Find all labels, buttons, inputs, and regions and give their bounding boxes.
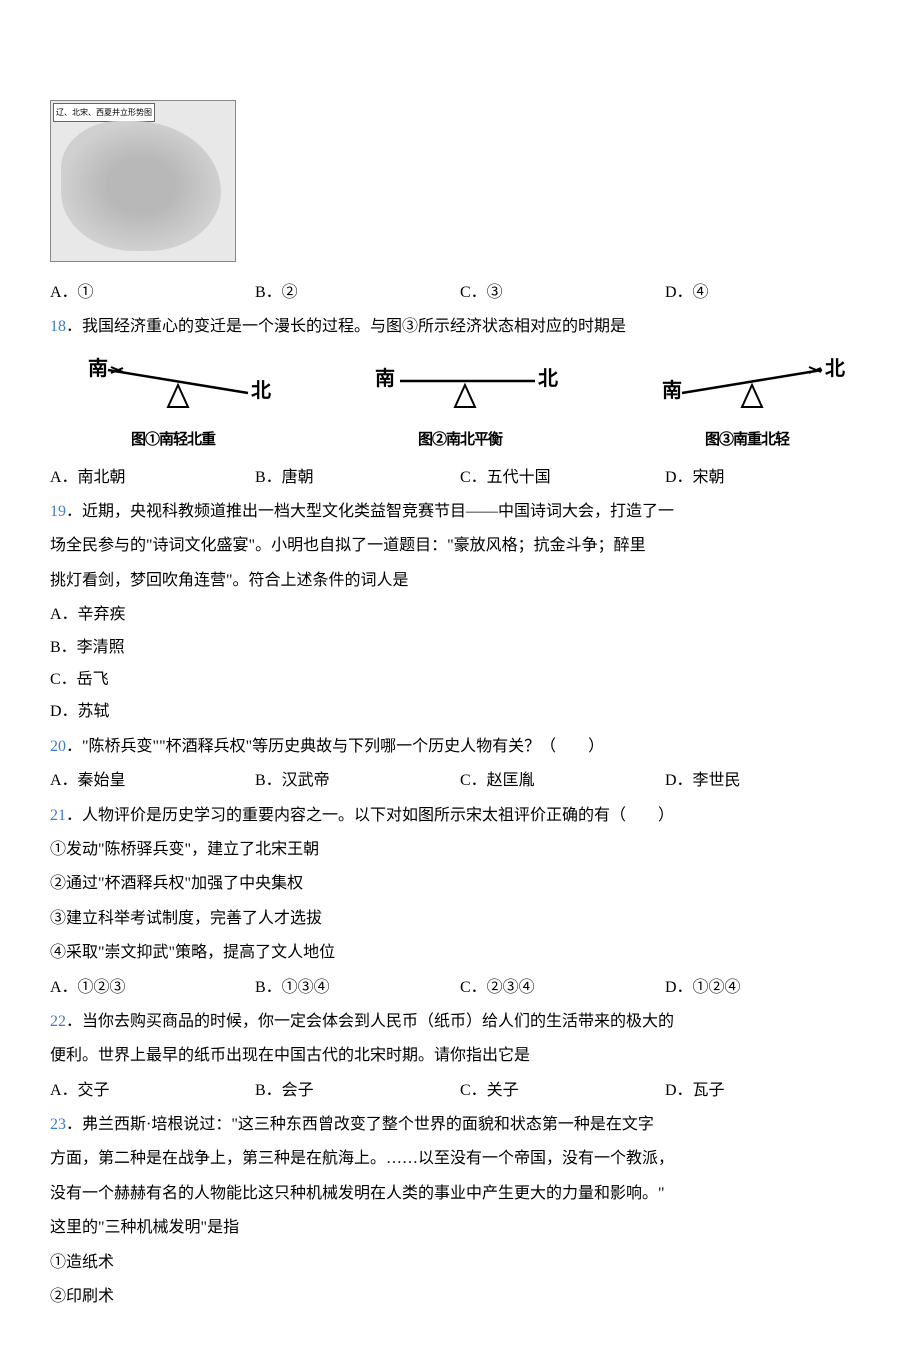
question-text: ．弗兰西斯·培根说过："这三种东西曾改变了整个世界的面貌和状态第一种是在文字 — [66, 1116, 654, 1133]
seesaw-caption-1: 图①南轻北重 — [50, 426, 296, 455]
q21-item3: ③建立科举考试制度，完善了人才选拔 — [50, 904, 870, 934]
q20: 20．"陈桥兵变""杯酒释兵权"等历史典故与下列哪一个历史人物有关？（ ） — [50, 732, 870, 762]
q23-item1: ①造纸术 — [50, 1248, 870, 1278]
q23-item2: ②印刷术 — [50, 1282, 870, 1312]
svg-text:北: 北 — [538, 367, 558, 390]
q23-line2: 方面，第二种是在战争上，第三种是在航海上。……以至没有一个帝国，没有一个教派， — [50, 1144, 870, 1174]
option-b: B．② — [255, 278, 460, 308]
map-figure: 辽、北宋、西夏并立形势图 — [50, 100, 236, 262]
seesaw-3: 南 北 图③南重北轻 — [624, 355, 870, 455]
question-number: 19 — [50, 503, 66, 520]
option-b: B．①③④ — [255, 973, 460, 1003]
q21-item4: ④采取"崇文抑武"策略，提高了文人地位 — [50, 938, 870, 968]
option-c: C．关子 — [460, 1076, 665, 1106]
q17-options: A．① B．② C．③ D．④ — [50, 278, 870, 308]
option-a: A．① — [50, 278, 255, 308]
q23-line3: 没有一个赫赫有名的人物能比这只种机械发明在人类的事业中产生更大的力量和影响。" — [50, 1179, 870, 1209]
question-text: ．当你去购买商品的时候，你一定会体会到人民币（纸币）给人们的生活带来的极大的 — [66, 1013, 674, 1030]
q18-options: A．南北朝 B．唐朝 C．五代十国 D．宋朝 — [50, 463, 870, 493]
q19-line3: 挑灯看剑，梦回吹角连营"。符合上述条件的词人是 — [50, 566, 870, 596]
q21: 21．人物评价是历史学习的重要内容之一。以下对如图所示宋太祖评价正确的有（ ） — [50, 801, 870, 831]
option-d: D．苏轼 — [50, 697, 870, 727]
option-a: A．①②③ — [50, 973, 255, 1003]
q18: 18．我国经济重心的变迁是一个漫长的过程。与图③所示经济状态相对应的时期是 — [50, 312, 870, 342]
map-title: 辽、北宋、西夏并立形势图 — [53, 103, 155, 122]
question-text: ．近期，央视科教频道推出一档大型文化类益智竞赛节目——中国诗词大会，打造了一 — [66, 503, 674, 520]
question-number: 20 — [50, 738, 66, 755]
seesaw-caption-2: 图②南北平衡 — [337, 426, 583, 455]
seesaw-caption-3: 图③南重北轻 — [624, 426, 870, 455]
svg-text:北: 北 — [251, 379, 271, 402]
question-text: ．人物评价是历史学习的重要内容之一。以下对如图所示宋太祖评价正确的有（ ） — [66, 807, 674, 824]
question-number: 22 — [50, 1013, 66, 1030]
option-c: C．岳飞 — [50, 665, 870, 695]
q20-options: A．秦始皇 B．汉武帝 C．赵匡胤 D．李世民 — [50, 766, 870, 796]
option-a: A．秦始皇 — [50, 766, 255, 796]
option-c: C．③ — [460, 278, 665, 308]
option-c: C．五代十国 — [460, 463, 665, 493]
seesaw-1: 南 北 图①南轻北重 — [50, 355, 296, 455]
question-text: ．"陈桥兵变""杯酒释兵权"等历史典故与下列哪一个历史人物有关？（ ） — [66, 738, 604, 755]
q19-options: A．辛弃疾 B．李清照 C．岳飞 D．苏轼 — [50, 600, 870, 728]
option-b: B．唐朝 — [255, 463, 460, 493]
svg-text:南: 南 — [662, 379, 682, 402]
option-d: D．宋朝 — [665, 463, 870, 493]
page-content: 辽、北宋、西夏并立形势图 A．① B．② C．③ D．④ 18．我国经济重心的变… — [50, 100, 870, 1312]
q22-line1: 22．当你去购买商品的时候，你一定会体会到人民币（纸币）给人们的生活带来的极大的 — [50, 1007, 870, 1037]
seesaw-2: 南 北 图②南北平衡 — [337, 355, 583, 455]
q19-line2: 场全民参与的"诗词文化盛宴"。小明也自拟了一道题目："豪放风格；抗金斗争；醉里 — [50, 531, 870, 561]
option-d: D．瓦子 — [665, 1076, 870, 1106]
q23-line1: 23．弗兰西斯·培根说过："这三种东西曾改变了整个世界的面貌和状态第一种是在文字 — [50, 1110, 870, 1140]
seesaw-diagrams: 南 北 图①南轻北重 南 北 图②南北平衡 南 — [50, 355, 870, 455]
q21-options: A．①②③ B．①③④ C．②③④ D．①②④ — [50, 973, 870, 1003]
svg-text:南: 南 — [88, 357, 108, 380]
seesaw-svg-2: 南 北 — [337, 355, 583, 415]
svg-text:北: 北 — [825, 357, 845, 380]
q19-line1: 19．近期，央视科教频道推出一档大型文化类益智竞赛节目——中国诗词大会，打造了一 — [50, 497, 870, 527]
option-a: A．辛弃疾 — [50, 600, 870, 630]
seesaw-svg-1: 南 北 — [50, 355, 296, 415]
option-b: B．李清照 — [50, 633, 870, 663]
option-b: B．汉武帝 — [255, 766, 460, 796]
option-b: B．会子 — [255, 1076, 460, 1106]
option-a: A．交子 — [50, 1076, 255, 1106]
option-c: C．②③④ — [460, 973, 665, 1003]
q22-options: A．交子 B．会子 C．关子 D．瓦子 — [50, 1076, 870, 1106]
question-number: 23 — [50, 1116, 66, 1133]
q21-item1: ①发动"陈桥驿兵变"，建立了北宋王朝 — [50, 835, 870, 865]
option-d: D．李世民 — [665, 766, 870, 796]
option-d: D．①②④ — [665, 973, 870, 1003]
q21-item2: ②通过"杯酒释兵权"加强了中央集权 — [50, 869, 870, 899]
question-number: 21 — [50, 807, 66, 824]
q23-line4: 这里的"三种机械发明"是指 — [50, 1213, 870, 1243]
map-shape — [61, 121, 221, 251]
svg-text:南: 南 — [375, 367, 395, 390]
option-a: A．南北朝 — [50, 463, 255, 493]
seesaw-svg-3: 南 北 — [624, 355, 870, 415]
q22-line2: 便利。世界上最早的纸币出现在中国古代的北宋时期。请你指出它是 — [50, 1041, 870, 1071]
option-c: C．赵匡胤 — [460, 766, 665, 796]
option-d: D．④ — [665, 278, 870, 308]
question-number: 18 — [50, 318, 66, 335]
question-text: ．我国经济重心的变迁是一个漫长的过程。与图③所示经济状态相对应的时期是 — [66, 318, 626, 335]
